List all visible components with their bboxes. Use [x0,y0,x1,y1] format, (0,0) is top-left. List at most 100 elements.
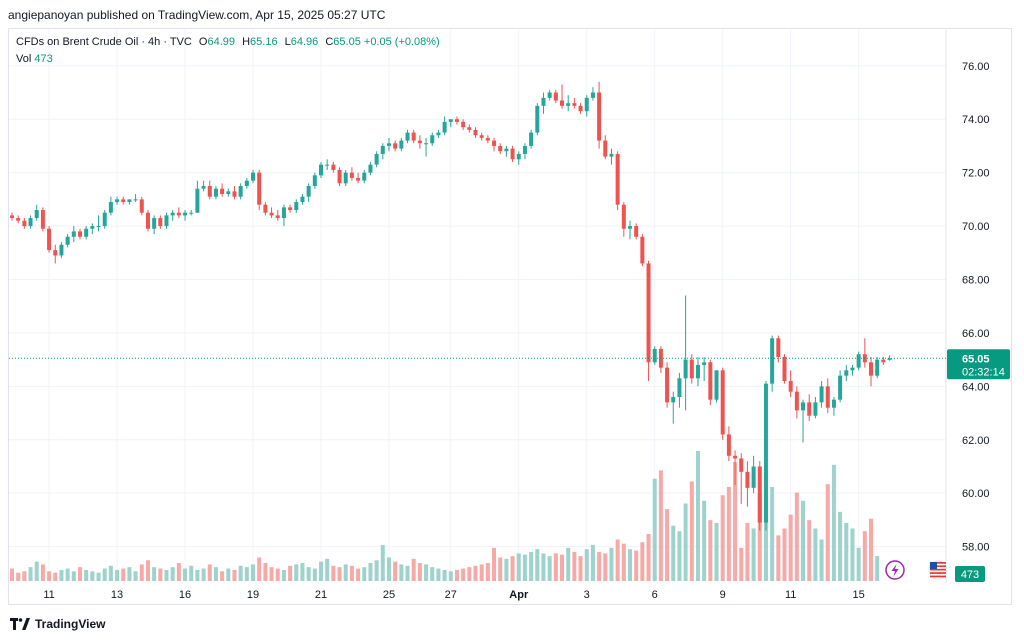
volume-bar [461,568,466,581]
candle-body [424,143,429,145]
candle-body [195,188,200,213]
footer-brand[interactable]: TradingView [10,617,105,631]
candle-body [294,202,299,211]
volume-bar [819,539,824,581]
volume-bar [448,571,453,581]
y-tick-label: 64.00 [962,381,990,393]
candle-body [838,375,843,400]
volume-bar [794,492,799,581]
volume-bar [176,563,181,581]
volume-bar [529,551,534,581]
volume-bar [702,500,707,581]
candle-body [325,164,330,166]
volume-bar [757,493,762,581]
candle-body [510,148,515,160]
candle-body [745,471,750,488]
candle-body [553,92,558,101]
candle-body [708,362,713,400]
candle-body [677,378,682,398]
volume-bar [405,565,410,581]
volume-bar [522,554,527,581]
candle-body [621,204,626,229]
candle-body [244,180,249,186]
volume-bar [498,557,503,581]
x-tick-label: 13 [111,589,123,601]
volume-bar [127,567,132,581]
volume-bar [251,564,256,581]
x-tick-label: 15 [853,589,865,601]
volume-bar [343,564,348,581]
us-flag-canton [930,562,937,569]
volume-bar [183,568,188,581]
candle-body [127,199,132,203]
candle-body [634,226,639,237]
candle-body [411,132,416,141]
open-value: 64.99 [207,36,236,48]
volume-bar [597,551,602,581]
symbol-name[interactable]: CFDs on Brent Crude Oil · 4h · TVC [16,36,192,48]
candle-body [337,169,342,184]
volume-bar [689,481,694,581]
volume-bar [189,565,194,581]
volume-bar [473,565,478,581]
candle-body [485,137,490,141]
ohlc-line: CFDs on Brent Crude Oil · 4h · TVC O64.9… [16,34,440,51]
candle-body [695,364,700,379]
candle-body [232,191,237,197]
volume-bar [492,547,497,581]
volume-bar [578,556,583,581]
candle-body [887,358,892,360]
volume-bar [844,522,849,581]
candle-body [189,212,194,214]
candle-body [47,228,52,251]
candle-body [442,121,447,133]
volume-bar [22,571,27,581]
volume-bar [121,568,126,581]
candle-body [615,153,620,205]
close-label: C [325,36,334,48]
us-flag-stripe [930,565,946,568]
candle-body [226,191,231,195]
volume-bar [745,522,750,581]
candle-body [399,140,404,149]
volume-bar [838,511,843,581]
volume-bar [436,568,441,581]
candle-body [10,215,14,219]
volume-bar [319,561,323,581]
volume-bar [158,568,163,581]
volume-bar [40,564,45,581]
candle-body [28,218,33,227]
candle-body [300,196,305,203]
volume-bar [294,564,299,581]
candle-body [794,391,799,411]
candle-body [572,103,577,106]
candle-body [40,210,45,229]
candle-body [65,236,70,245]
candle-body [628,226,632,229]
candle-body [603,140,608,157]
volume-bar [232,569,237,581]
candle-body [535,105,540,133]
volume-bar [28,567,33,581]
candle-body [275,215,280,219]
candle-body [702,362,707,365]
volume-label: Vol [16,53,32,65]
candle-body [176,212,181,216]
volume-bar [590,545,595,581]
volume-bar [726,486,731,581]
candle-body [479,135,484,138]
candle-body [312,175,317,186]
x-tick-label: 16 [179,589,191,601]
candle-body [461,121,466,128]
high-value: 65.16 [250,36,278,48]
volume-bar [349,565,354,581]
volume-bar [362,567,367,581]
candle-body [801,402,806,411]
volume-bar [399,564,404,581]
candle-body [108,202,113,213]
volume-bar [386,557,391,581]
volume-bar [751,528,756,581]
y-tick-label: 74.00 [962,114,990,126]
volume-bar [393,561,398,581]
